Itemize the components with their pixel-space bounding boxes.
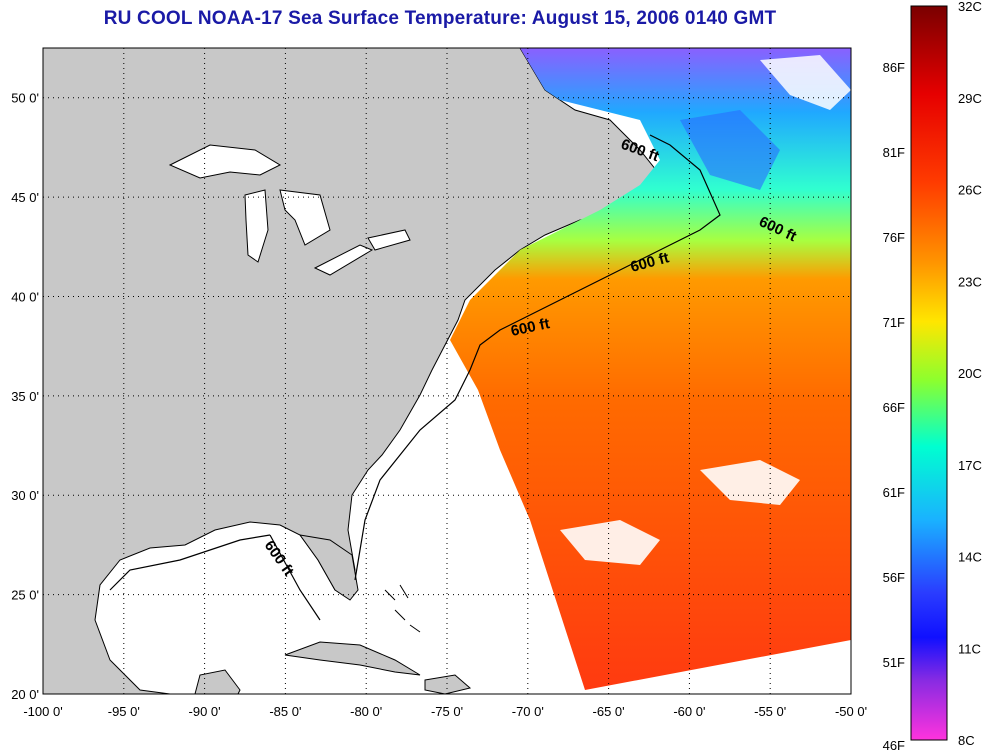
colorbar-fahrenheit-label: 46F — [883, 738, 905, 753]
cloud-patch — [700, 460, 800, 505]
cloud-patch — [560, 520, 660, 565]
y-tick-label: 20 0' — [11, 687, 39, 702]
x-tick-label: -95 0' — [108, 704, 140, 719]
sst-swath — [450, 48, 851, 690]
lake-superior — [168, 144, 282, 179]
colorbar-celsius-label: 23C — [958, 274, 982, 289]
colorbar-fahrenheit-label: 61F — [883, 485, 905, 500]
colorbar-fahrenheit-label: 81F — [883, 145, 905, 160]
colorbar-celsius-label: 17C — [958, 458, 982, 473]
colorbar-celsius-label: 29C — [958, 91, 982, 106]
land-yucatan — [194, 669, 241, 694]
colorbar-fahrenheit-label: 86F — [883, 60, 905, 75]
colorbar-celsius-label: 20C — [958, 366, 982, 381]
x-tick-label: -55 0' — [754, 704, 786, 719]
cold-water-region — [680, 110, 780, 190]
x-tick-label: -65 0' — [593, 704, 625, 719]
y-tick-label: 35 0' — [11, 389, 39, 404]
y-axis-ticks: 50 0' 45 0' 40 0' 35 0' 30 0' 25 0' 20 0' — [11, 91, 39, 702]
x-tick-label: -70 0' — [512, 704, 544, 719]
colorbar — [910, 5, 948, 741]
y-tick-label: 40 0' — [11, 289, 39, 304]
colorbar-celsius-label: 8C — [958, 733, 975, 748]
y-tick-label: 30 0' — [11, 488, 39, 503]
y-tick-label: 45 0' — [11, 190, 39, 205]
colorbar-fahrenheit-labels: 86F 81F 76F 71F 66F 61F 56F 51F 46F — [883, 60, 905, 753]
x-tick-label: -80 0' — [350, 704, 382, 719]
x-tick-label: -50 0' — [835, 704, 867, 719]
lake-erie — [313, 244, 374, 276]
colorbar-celsius-labels: 32C 29C 26C 23C 20C 17C 14C 11C 8C — [958, 0, 982, 748]
lake-michigan — [244, 189, 269, 263]
colorbar-fahrenheit-label: 56F — [883, 570, 905, 585]
map-title: RU COOL NOAA-17 Sea Surface Temperature:… — [103, 8, 777, 29]
y-tick-label: 25 0' — [11, 588, 39, 603]
land-cuba — [284, 641, 421, 676]
colorbar-fahrenheit-label: 51F — [883, 655, 905, 670]
lake-huron — [279, 189, 331, 246]
colorbar-fahrenheit-label: 71F — [883, 315, 905, 330]
cloud-patch — [760, 55, 851, 110]
colorbar-fahrenheit-label: 76F — [883, 230, 905, 245]
x-tick-label: -90 0' — [189, 704, 221, 719]
colorbar-celsius-label: 14C — [958, 550, 982, 565]
lake-ontario — [367, 229, 411, 251]
colorbar-celsius-label: 32C — [958, 0, 982, 14]
plot-frame — [42, 47, 852, 695]
colorbar-celsius-label: 11C — [958, 641, 981, 656]
x-tick-label: -75 0' — [431, 704, 463, 719]
colorbar-fahrenheit-label: 66F — [883, 400, 905, 415]
y-tick-label: 50 0' — [11, 91, 39, 106]
land-hispaniola — [424, 674, 472, 694]
isobath-600ft — [109, 134, 721, 621]
x-tick-label: -60 0' — [673, 704, 705, 719]
x-tick-label: -85 0' — [269, 704, 301, 719]
land-bahamas — [384, 584, 421, 633]
x-tick-label: -100 0' — [23, 704, 62, 719]
x-axis-ticks: -100 0' -95 0' -90 0' -85 0' -80 0' -75 0' -70… — [23, 704, 867, 719]
colorbar-celsius-label: 26C — [958, 183, 982, 198]
